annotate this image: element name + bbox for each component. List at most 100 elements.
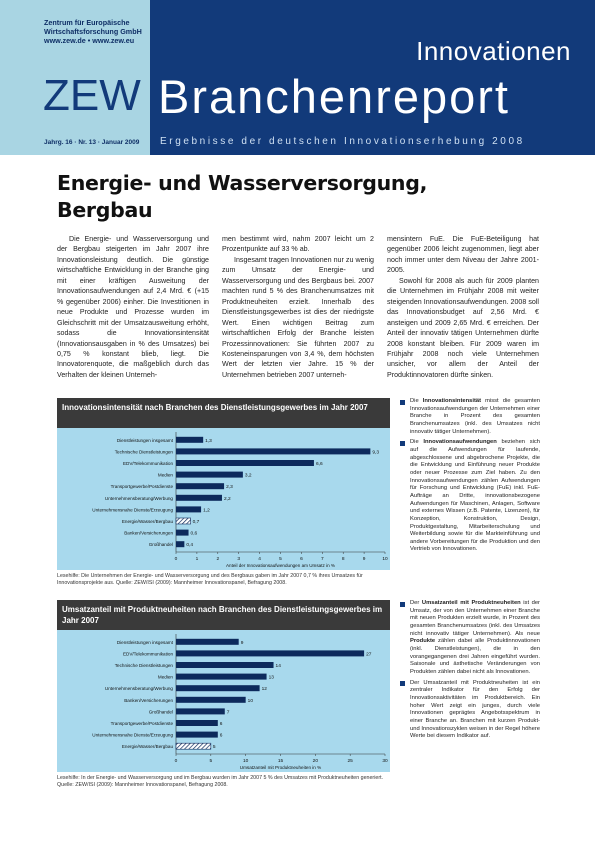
category-label: Unternehmensberatung/Werbung xyxy=(105,496,174,501)
x-axis-label: Umsatzanteil mit Produktneuheiten in % xyxy=(240,765,321,770)
side-notes-1: Die Innovationsintensität misst die gesa… xyxy=(400,398,540,557)
institute-url[interactable]: www.zew.de • www.zew.eu xyxy=(44,36,135,45)
x-tick-label: 3 xyxy=(237,556,240,562)
value-label: 1,2 xyxy=(203,507,210,513)
chart-plot-area: Dienstleistungen insgesamt 9 EDV/Telekommu… xyxy=(57,630,390,772)
paragraph: mensintern FuE. Die FuE-Beteiligung hat … xyxy=(387,235,539,275)
x-tick-label: 7 xyxy=(321,556,324,562)
side-notes-2: Der Umsatzanteil mit Produktneuheiten is… xyxy=(400,600,540,744)
side-note: Der Umsatzanteil mit Produktneuheiten is… xyxy=(400,680,540,741)
bar xyxy=(176,483,225,490)
category-label: Unternehmensnahe Dienste/Erzeugung xyxy=(92,733,173,738)
bar xyxy=(176,506,202,513)
note-text: ist der Umsatz, der von den Unternehmen … xyxy=(410,600,540,637)
x-tick-label: 1 xyxy=(196,556,199,562)
category-label: Medien xyxy=(158,473,174,478)
category-label: Technische Dienstleistungen xyxy=(115,663,174,668)
category-label: Transportgewerbe/Postdienste xyxy=(111,484,174,489)
x-tick-label: 9 xyxy=(363,556,366,562)
category-label: Unternehmensnahe Dienste/Erzeugung xyxy=(92,507,173,512)
value-label: 14 xyxy=(276,663,282,669)
paragraph: Insgesamt tragen Innovationen nur zu wen… xyxy=(222,255,374,379)
value-label: 5 xyxy=(213,744,216,750)
bar xyxy=(176,529,189,536)
bar xyxy=(176,685,260,692)
x-tick-label: 20 xyxy=(313,758,319,764)
x-tick-label: 2 xyxy=(216,556,219,562)
note-text: misst die gesamten Innovationsaufwendung… xyxy=(410,398,540,435)
category-label: Dienstleistungen insgesamt xyxy=(117,438,174,443)
category-label: EDV/Telekommunikation xyxy=(123,651,173,656)
value-label: 1,3 xyxy=(205,438,212,444)
value-label: 27 xyxy=(366,651,372,657)
institute-line: Wirtschaftsforschung GmbH xyxy=(44,27,142,36)
value-label: 0,7 xyxy=(193,519,200,525)
bar xyxy=(176,708,225,715)
x-tick-label: 25 xyxy=(347,758,353,764)
chart-product-innovation-share: Umsatzanteil mit Produktneuheiten nach B… xyxy=(57,600,390,772)
side-note: Der Umsatzanteil mit Produktneuheiten is… xyxy=(400,600,540,677)
x-tick-label: 0 xyxy=(175,758,178,764)
x-axis-label: Anteil der Innovationsaufwendungen am Um… xyxy=(226,563,335,568)
side-note: Die Innovationsaufwendungen beziehen sic… xyxy=(400,439,540,554)
chart-svg: Dienstleistungen insgesamt 1,3 Technische … xyxy=(92,432,388,568)
category-label: Banken/Versicherungen xyxy=(124,531,173,536)
paragraph: Die Energie- und Wasserversorgung und de… xyxy=(57,235,209,379)
institute-line: Zentrum für Europäische xyxy=(44,18,130,27)
chart-svg: Dienstleistungen insgesamt 9 EDV/Telekommu… xyxy=(92,634,388,770)
article-title-line: Energie- und Wasserversorgung, xyxy=(57,171,428,195)
x-tick-label: 0 xyxy=(175,556,178,562)
category-label: Transportgewerbe/Postdienste xyxy=(111,721,174,726)
article-title-line: Bergbau xyxy=(57,198,153,222)
x-tick-label: 30 xyxy=(382,758,388,764)
bullet-square-icon xyxy=(400,399,405,405)
x-tick-label: 8 xyxy=(342,556,345,562)
note-text: beziehen sich auf die Aufwendungen für l… xyxy=(410,439,540,553)
bar xyxy=(176,541,185,548)
chart-title: Innovationsintensität nach Branchen des … xyxy=(57,398,390,428)
bar xyxy=(176,436,204,443)
bar xyxy=(176,731,218,738)
side-note: Die Innovationsintensität misst die gesa… xyxy=(400,398,540,436)
category-label: Großhandel xyxy=(149,709,173,714)
value-label: 6,6 xyxy=(316,461,323,467)
category-label: Dienstleistungen insgesamt xyxy=(117,640,174,645)
chart-title: Umsatzanteil mit Produktneuheiten nach B… xyxy=(57,600,390,630)
bar xyxy=(175,742,212,750)
bullet-square-icon xyxy=(400,601,405,607)
bar xyxy=(176,494,222,501)
header-right-panel xyxy=(150,0,595,155)
note-text: Der xyxy=(410,600,422,606)
bar xyxy=(176,662,274,668)
paragraph: men bestimmt wird, nahm 2007 leicht um 2… xyxy=(222,235,374,254)
x-tick-label: 5 xyxy=(209,758,212,764)
header-left-panel xyxy=(0,0,150,155)
value-label: 0,6 xyxy=(191,531,198,537)
category-label: Unternehmensberatung/Werbung xyxy=(105,686,174,691)
bar xyxy=(176,448,371,455)
report-title-main: Branchenreport xyxy=(158,70,510,123)
bar xyxy=(176,720,218,726)
article-column-3: mensintern FuE. Die FuE-Beteiligung hat … xyxy=(387,234,539,380)
chart-innovation-intensity: Innovationsintensität nach Branchen des … xyxy=(57,398,390,570)
value-label: 9 xyxy=(241,640,244,646)
value-label: 7 xyxy=(227,709,230,715)
x-tick-label: 5 xyxy=(279,556,282,562)
category-label: Medien xyxy=(158,675,174,680)
term: Produkte xyxy=(410,638,436,645)
x-tick-label: 4 xyxy=(258,556,261,562)
x-tick-label: 6 xyxy=(300,556,303,562)
zew-logo: ZEW xyxy=(43,71,141,120)
chart-caption: Lesehilfe: In der Energie- und Wasserver… xyxy=(57,775,384,789)
bar xyxy=(176,696,246,703)
term: Umsatzanteil mit Produktneuheiten xyxy=(421,600,521,606)
value-label: 2,3 xyxy=(226,484,233,490)
value-label: 10 xyxy=(248,698,254,704)
bullet-square-icon xyxy=(400,681,405,687)
article-column-2: men bestimmt wird, nahm 2007 leicht um 2… xyxy=(222,234,374,380)
report-subtitle: Ergebnisse der deutschen Innovationserhe… xyxy=(160,136,525,147)
category-label: EDV/Telekommunikation xyxy=(123,461,173,466)
note-text: Der Umsatzanteil mit Produktneuheiten is… xyxy=(410,679,540,740)
note-text: zählen dabei alle Produktinnovationen (i… xyxy=(410,638,540,675)
issue-info: Jahrg. 16 · Nr. 13 · Januar 2009 xyxy=(44,139,140,146)
